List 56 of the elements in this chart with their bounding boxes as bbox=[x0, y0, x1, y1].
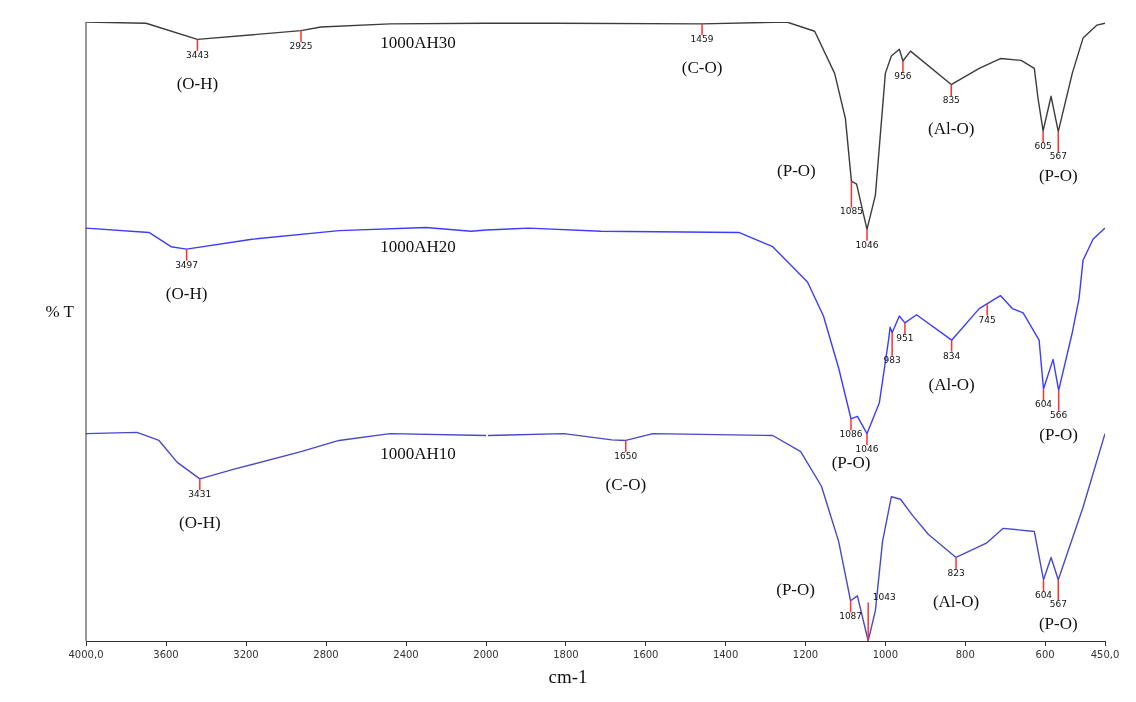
annotation: (P-O) bbox=[831, 453, 871, 473]
x-tick-label: 2000 bbox=[473, 648, 499, 660]
annotation: 1086 bbox=[839, 429, 863, 440]
annotation: 604 bbox=[1034, 590, 1053, 601]
series-label: 1000AH20 bbox=[380, 237, 456, 257]
y-axis-title: % T bbox=[45, 302, 75, 322]
annotation: 3443 bbox=[185, 49, 209, 60]
x-tick-label: 3200 bbox=[233, 648, 259, 660]
series-label: 1000AH10 bbox=[380, 443, 456, 463]
x-tick-label: 1200 bbox=[792, 648, 819, 660]
annotation: 2925 bbox=[289, 41, 313, 52]
annotation: 3431 bbox=[188, 489, 212, 500]
annotation: 605 bbox=[1034, 141, 1052, 152]
series-label: 1000AH30 bbox=[380, 33, 456, 53]
annotation: 1650 bbox=[614, 450, 638, 461]
x-tick-label: 450,0 bbox=[1090, 648, 1120, 660]
annotation: (O-H) bbox=[179, 513, 221, 533]
annotation: 956 bbox=[894, 71, 912, 82]
annotation: (Al-O) bbox=[932, 591, 980, 611]
x-tick-label: 1400 bbox=[712, 648, 739, 660]
annotation: 3497 bbox=[175, 259, 199, 270]
annotation: 1046 bbox=[855, 239, 879, 250]
x-tick-label: 1000 bbox=[872, 648, 899, 660]
annotation: 745 bbox=[978, 314, 996, 325]
annotation: 951 bbox=[896, 333, 914, 344]
annotation: 1087 bbox=[839, 611, 863, 622]
annotation: 823 bbox=[947, 567, 965, 578]
annotation: 835 bbox=[942, 94, 960, 105]
annotation: (O-H) bbox=[165, 283, 208, 303]
x-tick-label: 4000,0 bbox=[68, 648, 104, 660]
x-tick-label: 2400 bbox=[393, 648, 419, 660]
annotation: (Al-O) bbox=[928, 374, 975, 394]
x-tick-label: 1600 bbox=[633, 648, 659, 660]
x-tick-label: 600 bbox=[1035, 648, 1055, 660]
annotation: (P-O) bbox=[776, 580, 815, 600]
x-tick-label: 3600 bbox=[153, 648, 179, 660]
annotation: (C-O) bbox=[681, 58, 723, 78]
x-tick-label: 2800 bbox=[313, 648, 339, 660]
annotation: 604 bbox=[1034, 399, 1053, 410]
annotation: 1459 bbox=[690, 34, 714, 45]
annotation: (P-O) bbox=[1038, 614, 1078, 634]
annotation: 567 bbox=[1049, 150, 1067, 161]
annotation: 1085 bbox=[839, 206, 863, 217]
x-axis-title: cm-1 bbox=[547, 666, 589, 688]
annotation: (Al-O) bbox=[928, 118, 975, 138]
annotation: (P-O) bbox=[1039, 424, 1079, 444]
annotation: 834 bbox=[943, 350, 961, 361]
annotation: (P-O) bbox=[1038, 166, 1078, 186]
x-tick-label: 1800 bbox=[553, 648, 579, 660]
annotation: 566 bbox=[1050, 409, 1068, 420]
annotation: (O-H) bbox=[176, 73, 219, 93]
annotation: (C-O) bbox=[605, 474, 647, 494]
annotation: (P-O) bbox=[777, 160, 816, 180]
annotation: 1046 bbox=[855, 443, 879, 454]
x-tick-label: 800 bbox=[955, 648, 975, 660]
annotation: 567 bbox=[1049, 599, 1067, 610]
